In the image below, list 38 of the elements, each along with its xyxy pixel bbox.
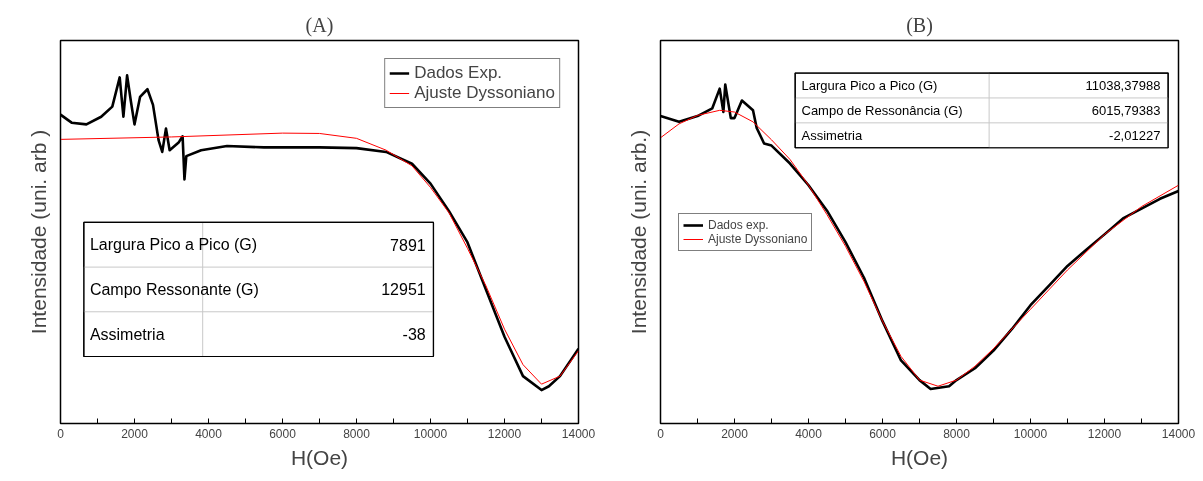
annotation: Largura Pico a Pico (G) (801, 78, 938, 93)
annotation: 11038,37988 (1085, 78, 1161, 93)
x-tick-label: 14000 (1161, 426, 1196, 441)
x-tick-label: 10000 (1013, 426, 1048, 441)
annotation: Largura Pico a Pico (G) (89, 236, 258, 254)
x-tick-label: 2000 (721, 426, 749, 441)
x-axis-title: H(Oe) (890, 445, 949, 469)
x-tick-label: 4000 (795, 426, 823, 441)
annotation: Campo Ressonante (G) (89, 280, 259, 298)
x-tick-label: 14000 (561, 426, 596, 441)
chart-title: (B) (906, 13, 933, 37)
x-tick-label: 2000 (121, 426, 149, 441)
annotation: 7891 (390, 236, 426, 254)
x-tick-label: 6000 (869, 426, 897, 441)
y-axis-title: Intensidade (uni. arb ) (26, 129, 50, 335)
annotation: -2,01227 (1109, 127, 1161, 143)
x-axis-title: H(Oe) (290, 445, 349, 469)
x-tick-label: 8000 (343, 426, 371, 441)
x-tick-label: 0 (657, 426, 665, 441)
annotation: -38 (402, 326, 426, 344)
x-tick-label: 12000 (1087, 426, 1122, 441)
x-tick-label: 12000 (487, 426, 522, 441)
y-axis-title: Intensidade (uni. arb.) (626, 129, 650, 335)
legend-label: Dados Exp. (414, 63, 503, 83)
annotation: 6015,79383 (1091, 102, 1161, 118)
annotation: Assimetria (89, 325, 165, 343)
legend-label: Ajuste Dyssoniano (414, 83, 555, 103)
annotation: 12951 (381, 281, 426, 299)
annotation: Assimetria (801, 127, 863, 143)
annotation: Campo de Ressonância (G) (801, 102, 963, 118)
x-tick-label: 6000 (269, 426, 297, 441)
legend-label: Ajuste Dyssoniano (708, 231, 808, 246)
legend-label: Dados exp. (708, 217, 769, 232)
x-tick-label: 4000 (195, 426, 223, 441)
x-tick-label: 8000 (943, 426, 971, 441)
x-tick-label: 0 (57, 426, 65, 441)
x-tick-label: 10000 (413, 426, 448, 441)
chart-title: (A) (305, 13, 334, 37)
